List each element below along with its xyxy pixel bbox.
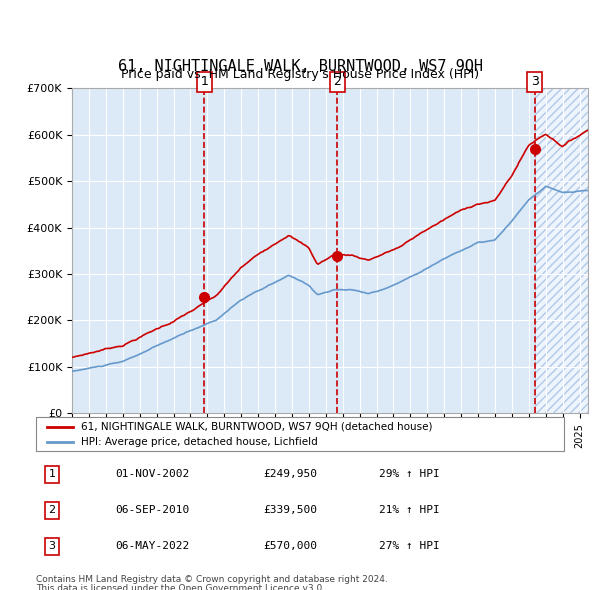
Text: £339,500: £339,500 (263, 506, 317, 515)
Text: £570,000: £570,000 (263, 541, 317, 551)
Text: HPI: Average price, detached house, Lichfield: HPI: Average price, detached house, Lich… (81, 437, 317, 447)
Text: 1: 1 (49, 470, 55, 480)
Text: 06-SEP-2010: 06-SEP-2010 (115, 506, 190, 515)
Text: 06-MAY-2022: 06-MAY-2022 (115, 541, 190, 551)
FancyBboxPatch shape (36, 417, 564, 451)
Text: 61, NIGHTINGALE WALK, BURNTWOOD, WS7 9QH (detached house): 61, NIGHTINGALE WALK, BURNTWOOD, WS7 9QH… (81, 422, 433, 432)
Text: 01-NOV-2002: 01-NOV-2002 (115, 470, 190, 480)
Text: 2: 2 (48, 506, 55, 515)
Text: Price paid vs. HM Land Registry's House Price Index (HPI): Price paid vs. HM Land Registry's House … (121, 68, 479, 81)
Text: 3: 3 (530, 76, 538, 88)
Bar (535, 88, 588, 413)
Text: £249,950: £249,950 (263, 470, 317, 480)
Text: 61, NIGHTINGALE WALK, BURNTWOOD, WS7 9QH: 61, NIGHTINGALE WALK, BURNTWOOD, WS7 9QH (118, 59, 482, 74)
Text: 3: 3 (49, 541, 55, 551)
Text: 21% ↑ HPI: 21% ↑ HPI (379, 506, 440, 515)
Text: 2: 2 (334, 76, 341, 88)
Text: This data is licensed under the Open Government Licence v3.0.: This data is licensed under the Open Gov… (36, 584, 325, 590)
Text: Contains HM Land Registry data © Crown copyright and database right 2024.: Contains HM Land Registry data © Crown c… (36, 575, 388, 584)
Text: 1: 1 (200, 76, 208, 88)
Bar (535, 88, 588, 413)
Text: 29% ↑ HPI: 29% ↑ HPI (379, 470, 440, 480)
Text: 27% ↑ HPI: 27% ↑ HPI (379, 541, 440, 551)
